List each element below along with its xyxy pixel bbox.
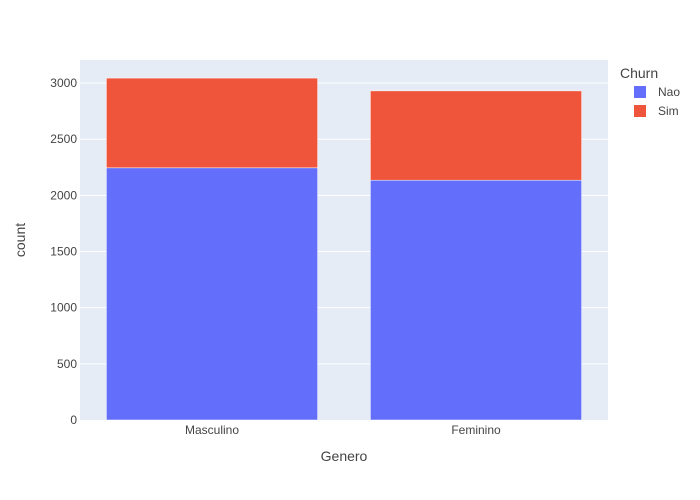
y-axis-ticks: 0 500 1000 1500 2000 2500 3000 bbox=[50, 76, 77, 427]
y-tick-label: 500 bbox=[57, 357, 77, 371]
y-axis-title: count bbox=[12, 223, 28, 257]
x-axis-ticks: Masculino Feminino bbox=[185, 423, 501, 437]
bar-sim-masculino bbox=[106, 77, 318, 169]
x-axis-title: Genero bbox=[321, 448, 368, 464]
bar-sim-feminino bbox=[370, 90, 582, 181]
y-tick-label: 2000 bbox=[50, 188, 77, 202]
x-tick-label: Masculino bbox=[185, 423, 239, 437]
y-tick-label: 2500 bbox=[50, 132, 77, 146]
bar-nao-feminino bbox=[370, 179, 582, 421]
legend-label-sim: Sim bbox=[658, 104, 679, 118]
y-tick-label: 1500 bbox=[50, 245, 77, 259]
y-tick-label: 0 bbox=[70, 413, 77, 427]
y-tick-label: 3000 bbox=[50, 76, 77, 90]
bar-nao-masculino bbox=[106, 167, 318, 421]
y-tick-label: 1000 bbox=[50, 301, 77, 315]
x-tick-label: Feminino bbox=[451, 423, 501, 437]
legend-items: Nao Sim bbox=[634, 85, 680, 118]
legend-label-nao: Nao bbox=[658, 85, 680, 99]
legend: Churn Nao Sim bbox=[620, 65, 680, 118]
bars bbox=[106, 77, 582, 421]
legend-swatch-sim bbox=[634, 105, 646, 117]
legend-title: Churn bbox=[620, 65, 658, 81]
legend-swatch-nao bbox=[634, 86, 646, 98]
